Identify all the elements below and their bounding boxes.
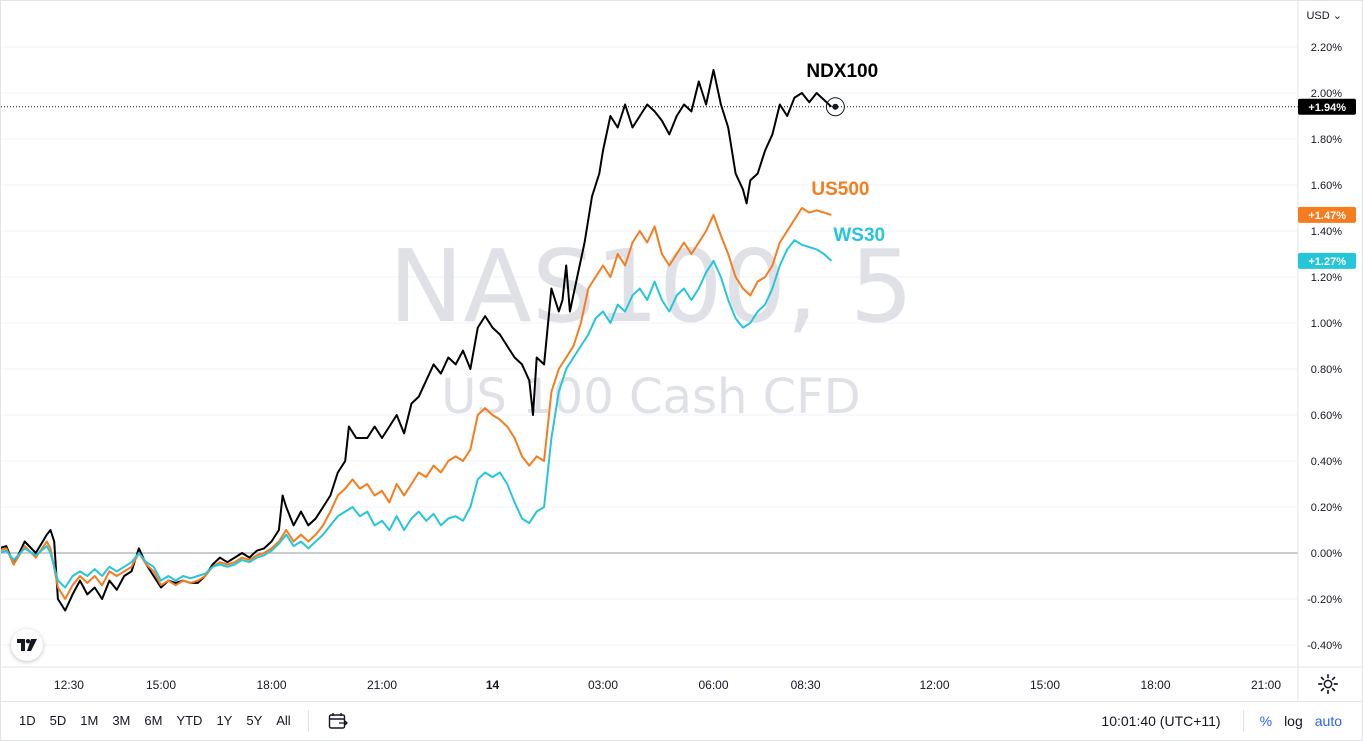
- y-tick-label: 0.40%: [1311, 456, 1342, 468]
- tradingview-logo[interactable]: [11, 629, 43, 661]
- time-axis[interactable]: 12:30 15:00 18:00 21:00 14 03:00 06:00 08:30 12:…: [1, 666, 1362, 692]
- range-5y-button[interactable]: 5Y: [246, 713, 263, 728]
- log-scale-button[interactable]: log: [1284, 713, 1303, 729]
- range-3m-button[interactable]: 3M: [112, 713, 131, 728]
- y-tick-label: 2.00%: [1311, 88, 1342, 100]
- currency-selector[interactable]: USD ⌄: [1306, 9, 1342, 22]
- watermark-symbol: NAS100, 5: [389, 228, 914, 345]
- x-tick-label: 12:00: [919, 678, 949, 692]
- x-tick-label: 14: [486, 678, 500, 692]
- series-name-label: WS30: [833, 225, 885, 246]
- last-value-label: +1.47%: [1308, 210, 1346, 222]
- x-tick-label: 15:00: [146, 678, 176, 692]
- y-tick-label: 1.40%: [1311, 226, 1342, 238]
- y-tick-label: 1.60%: [1311, 180, 1342, 192]
- crosshair-marker[interactable]: [825, 97, 845, 117]
- watermark-description: US 100 Cash CFD: [441, 369, 860, 425]
- y-tick-label: 1.80%: [1311, 134, 1342, 146]
- currency-label: USD: [1306, 10, 1330, 22]
- percent-scale-button[interactable]: %: [1259, 713, 1273, 729]
- x-tick-label: 18:00: [1140, 678, 1170, 692]
- calendar-range-icon[interactable]: [327, 710, 349, 732]
- last-point-dot: [832, 103, 839, 110]
- clock-readout[interactable]: 10:01:40 (UTC+11): [1101, 713, 1221, 729]
- x-tick-label: 15:00: [1030, 678, 1060, 692]
- y-tick-label: -0.20%: [1307, 594, 1342, 606]
- range-6m-button[interactable]: 6M: [144, 713, 163, 728]
- last-value-badge: [1298, 206, 1356, 223]
- range-1y-button[interactable]: 1Y: [216, 713, 233, 728]
- bottom-toolbar: 1D 5D 1M 3M 6M YTD 1Y 5Y All 10:01:40 (U…: [1, 701, 1362, 740]
- y-tick-label: 2.20%: [1311, 42, 1342, 54]
- range-1d-button[interactable]: 1D: [19, 713, 36, 728]
- auto-scale-button[interactable]: auto: [1314, 713, 1342, 729]
- x-tick-label: 21:00: [367, 678, 397, 692]
- chart-canvas[interactable]: NAS100, 5 US 100 Cash CFD NDX100 US500 WS3…: [1, 1, 1362, 701]
- range-ytd-button[interactable]: YTD: [176, 713, 203, 728]
- tv-logo-icon: [17, 639, 37, 651]
- x-tick-label: 12:30: [54, 678, 84, 692]
- last-value-label: +1.27%: [1308, 256, 1346, 268]
- last-value-badge: [1298, 98, 1356, 115]
- price-axis[interactable]: 2.20% 2.00% 1.80% 1.60% 1.40% 1.20% 1.00% 0.80%…: [1297, 1, 1356, 701]
- series-name-label: US500: [811, 179, 869, 200]
- last-value-label: +1.94%: [1308, 102, 1346, 114]
- y-tick-label: -0.40%: [1307, 640, 1342, 652]
- range-5d-button[interactable]: 5D: [49, 713, 67, 728]
- y-tick-label: 0.60%: [1311, 410, 1342, 422]
- grid-layer: [1, 46, 1298, 646]
- series-name-label: NDX100: [806, 61, 878, 82]
- x-tick-label: 03:00: [588, 678, 618, 692]
- y-tick-label: 1.20%: [1311, 272, 1342, 284]
- x-tick-label: 06:00: [698, 678, 728, 692]
- range-1m-button[interactable]: 1M: [80, 713, 99, 728]
- toolbar-divider: [307, 710, 309, 732]
- x-tick-label: 18:00: [256, 678, 286, 692]
- gear-icon[interactable]: [1317, 673, 1339, 695]
- last-value-badge: [1298, 252, 1356, 269]
- y-tick-label: 0.00%: [1311, 548, 1342, 560]
- toolbar-divider: [1242, 710, 1244, 732]
- x-tick-label: 08:30: [791, 678, 821, 692]
- scale-tools: 10:01:40 (UTC+11) % log auto: [1101, 702, 1348, 740]
- x-tick-label: 21:00: [1251, 678, 1281, 692]
- y-tick-label: 0.80%: [1311, 364, 1342, 376]
- range-all-button[interactable]: All: [276, 713, 291, 728]
- y-tick-label: 1.00%: [1311, 318, 1342, 330]
- y-tick-label: 0.20%: [1311, 502, 1342, 514]
- series-line-ws30[interactable]: [1, 239, 833, 589]
- chevron-down-icon: ⌄: [1332, 10, 1342, 22]
- series-layer: NDX100 US500 WS30: [1, 61, 885, 612]
